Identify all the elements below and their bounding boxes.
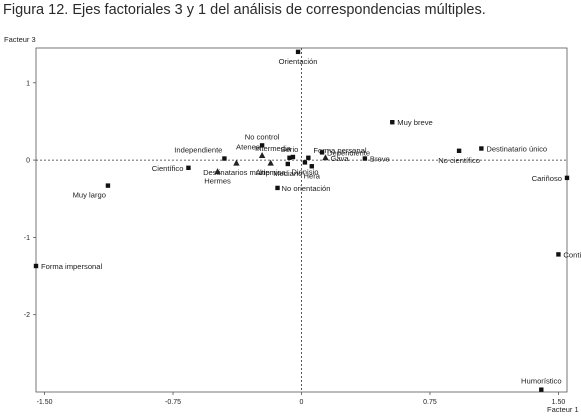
point-label-forma-personal: Forma personal bbox=[313, 146, 366, 155]
point-label-intermedia: Intermedia bbox=[255, 144, 292, 153]
point-marker-hermes bbox=[214, 168, 221, 175]
point-label-independiente: Independiente bbox=[174, 146, 222, 155]
point-marker-dependiente bbox=[319, 150, 325, 155]
point-marker-destinatarios-multip bbox=[233, 159, 240, 166]
point-label-hermes: Hermes bbox=[204, 177, 231, 186]
point-label-humoristico: Humorístico bbox=[521, 377, 562, 386]
figure-title: Figura 12. Ejes factoriales 3 y 1 del an… bbox=[3, 2, 486, 18]
point-label-orientacion: Orientación bbox=[279, 57, 318, 66]
point-marker-independiente bbox=[222, 156, 227, 161]
point-label-destinatario-unico: Destinatario único bbox=[486, 144, 547, 153]
x-tick-label: 0 bbox=[300, 399, 304, 406]
point-label-gava: Gava bbox=[330, 154, 349, 163]
point-marker-orientacion bbox=[295, 49, 301, 55]
y-tick-label: -2 bbox=[24, 312, 30, 319]
point-label-forma-impersonal: Forma impersonal bbox=[41, 262, 103, 271]
point-label-muy-largo: Muy largo bbox=[73, 191, 106, 200]
x-tick-label: -0.75 bbox=[165, 399, 181, 406]
point-marker-atenea bbox=[258, 151, 266, 158]
point-marker-humoristico bbox=[539, 387, 544, 392]
point-label-contiel: Contiel bbox=[563, 250, 581, 259]
point-marker-forma-personal bbox=[306, 155, 311, 160]
point-label-artemisa: Artemisa bbox=[256, 168, 287, 177]
point-marker-no-cientifico bbox=[456, 148, 462, 154]
point-marker-cientifico bbox=[186, 165, 191, 171]
point-marker-mediano bbox=[285, 161, 290, 167]
point-marker-breve bbox=[362, 156, 368, 161]
point-label-hera: Hera bbox=[304, 171, 321, 180]
point-label-mediano: Mediano bbox=[273, 169, 302, 178]
y-tick-label: -1 bbox=[24, 235, 30, 242]
y-tick-label: 1 bbox=[26, 80, 30, 87]
point-label-carinoso: Cariñoso bbox=[532, 174, 562, 183]
point-label-destinatarios-multip: Destinatarios múltip bbox=[203, 168, 270, 177]
point-marker-artemisa bbox=[267, 159, 274, 166]
point-label-muy-breve: Muy breve bbox=[397, 118, 432, 127]
point-marker-carinoso bbox=[564, 175, 570, 181]
point-label-cientifico: Científico bbox=[152, 164, 184, 173]
x-tick-label: 1.50 bbox=[552, 399, 566, 406]
point-label-atenea: Atenea bbox=[236, 142, 261, 151]
point-label-no-cientifico: No científico bbox=[438, 156, 480, 165]
point-marker-hera bbox=[309, 164, 314, 169]
point-marker-no-control bbox=[259, 143, 265, 148]
point-label-breve: Breve bbox=[370, 155, 390, 164]
point-marker-forma-impersonal bbox=[33, 263, 39, 269]
point-marker-serio bbox=[287, 155, 292, 160]
point-marker-destinatario-unico bbox=[479, 146, 484, 151]
y-axis-label: Facteur 3 bbox=[4, 35, 36, 44]
point-marker-muy-breve bbox=[390, 120, 395, 125]
point-label-serio: Serio bbox=[281, 145, 299, 154]
x-tick-label: -1.50 bbox=[37, 399, 53, 406]
point-label-dependiente: Dependiente bbox=[327, 148, 370, 157]
point-label-no-control: No control bbox=[245, 132, 280, 141]
point-label-no-orientacion: No orientación bbox=[282, 184, 331, 193]
point-marker-muy-largo bbox=[105, 183, 111, 188]
point-label-dionisio: Dionisio bbox=[291, 167, 318, 176]
point-marker-no-orientacion bbox=[275, 185, 280, 191]
point-marker-dionisio bbox=[302, 160, 308, 165]
point-marker-contiel bbox=[556, 252, 561, 257]
x-axis-label: Facteur 1 bbox=[547, 405, 579, 414]
point-marker-intermedia bbox=[290, 154, 296, 160]
point-marker-gava bbox=[322, 154, 329, 161]
y-tick-label: 0 bbox=[26, 158, 30, 165]
x-tick-label: 0.75 bbox=[423, 399, 437, 406]
